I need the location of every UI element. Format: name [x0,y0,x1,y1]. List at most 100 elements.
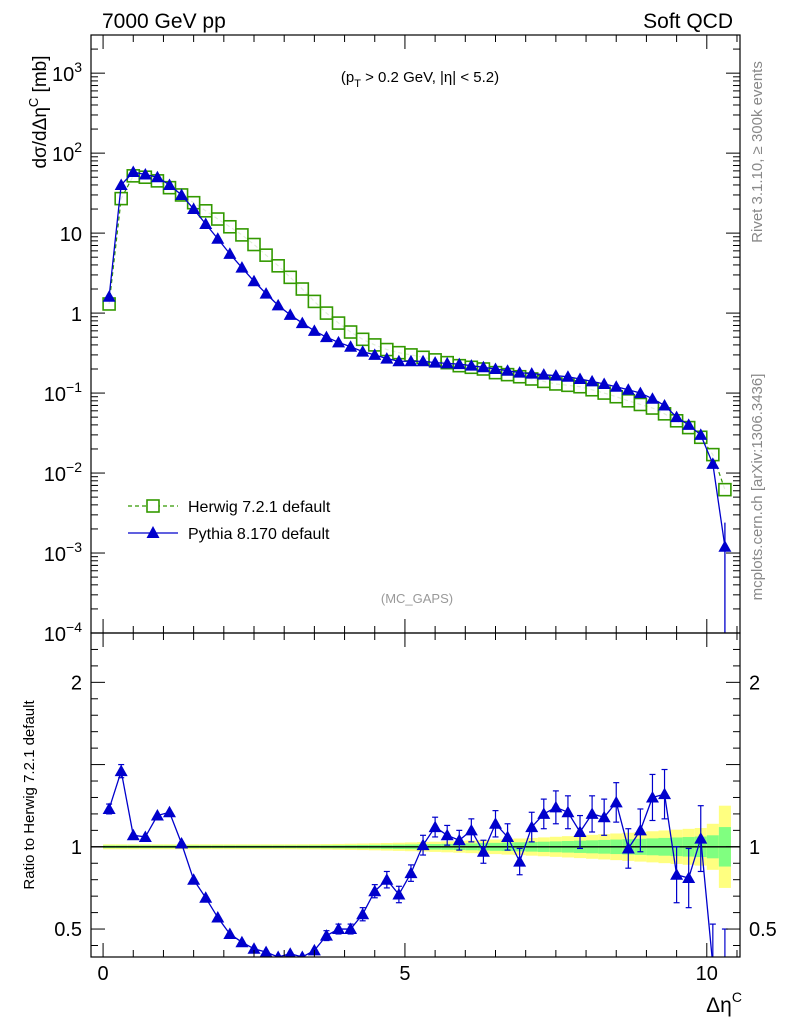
herwig-point [355,332,370,347]
ratio-point [175,837,189,849]
herwig-point [247,237,261,252]
ratio-point [319,929,333,941]
pythia-point [187,202,201,215]
ratio-point [561,805,575,818]
herwig-point [319,306,334,320]
ratio-y-tick-label: 2 [71,672,82,694]
herwig-point [259,248,273,262]
pythia-point [488,362,502,374]
herwig-point [609,389,624,404]
ratio-point [380,873,394,885]
ratio-point [525,820,539,833]
pythia-point [585,374,599,387]
pythia-point [283,308,297,320]
ratio-point [162,805,176,818]
y-tick-label: 1 [71,304,82,326]
pythia-point [694,428,708,440]
pythia-point [211,232,225,244]
ratio-point [597,810,611,823]
pythia-point [175,188,189,200]
legend-herwig-label: Herwig 7.2.1 default [188,499,331,516]
ratio-point [259,945,273,957]
pythia-point [464,359,478,371]
y-tick-label: 10−2 [44,459,82,486]
pythia-point [501,364,515,376]
x-tick-label: 0 [98,963,109,985]
cut-annotation-rest: > 0.2 GeV, |η| < 5.2) [361,69,499,86]
y-tick-label: 10−1 [44,379,82,406]
analysis-tag: (MC_GAPS) [381,591,453,606]
x-axis-label-text: Δη [706,994,732,1017]
legend-pythia-label: Pythia 8.170 default [188,526,330,543]
ratio-y-tick-labels: 0.5 0.5 1 1 2 2 [54,672,777,941]
herwig-point [331,316,346,330]
ratio-point [609,795,623,808]
ratio-point [368,884,382,897]
ratio-point [356,907,370,920]
ratio-point [332,922,346,935]
ratio-point [247,942,261,954]
ratio-y-tick-label: 0.5 [54,919,82,941]
ratio-point [114,764,128,777]
pythia-point [380,352,394,364]
ratio-point [464,823,478,836]
ratio-point [633,823,647,836]
ratio-point [428,820,442,833]
pythia-point [404,354,418,367]
pythia-point [344,340,358,352]
ratio-point [488,817,502,829]
y-tick-label: 103 [52,59,82,86]
herwig-point [235,228,249,242]
ratio-point [150,809,164,821]
pythia-point [440,356,454,369]
x-axis-label: ΔηC [706,989,742,1017]
ratio-point [694,832,708,844]
pythia-point [452,357,466,370]
pythia-point [561,370,575,382]
ratio-point [513,855,527,867]
pythia-point [513,366,527,378]
ratio-point [416,838,430,851]
herwig-point [223,219,237,234]
ratio-point [549,800,563,813]
pythia-point [102,290,116,302]
pythia-point [525,367,539,379]
ratio-point [718,972,731,984]
legend-entry-herwig: Herwig 7.2.1 default [128,499,331,516]
pythia-point [114,178,128,190]
ratio-point [452,833,466,846]
pythia-point [271,298,285,311]
ratio-point [307,943,321,956]
pythia-point [199,217,213,230]
pythia-point [609,380,623,392]
ratio-point [187,873,201,885]
pythia-point [150,170,164,183]
herwig-point [307,294,322,309]
pythia-point [537,368,551,380]
header-left: 7000 GeV pp [102,10,226,33]
legend-pythia-marker [146,526,160,538]
ratio-y-tick-label-right: 0.5 [749,919,777,941]
pythia-point [658,398,672,411]
ratio-point [298,950,306,957]
herwig-point [621,394,636,408]
pythia-point [223,247,237,259]
pythia-point [138,168,152,180]
pythia-point [573,372,587,384]
main-axis-ticks [91,34,740,634]
ratio-point [284,947,296,957]
y-tick-label: 10 [60,224,82,246]
pythia-series [102,165,732,633]
herwig-point [210,212,225,226]
ratio-point [392,888,406,900]
x-tick-labels: 0 5 10 [98,963,718,985]
pythia-point [235,261,249,273]
main-y-axis-label-text: dσ/dΔη [30,107,51,168]
pythia-point [682,418,696,430]
pythia-point [247,274,261,287]
pythia-point [476,360,490,373]
pythia-point [392,354,406,367]
pythia-point [621,383,635,395]
ratio-point [344,922,358,935]
pythia-point [645,392,659,404]
